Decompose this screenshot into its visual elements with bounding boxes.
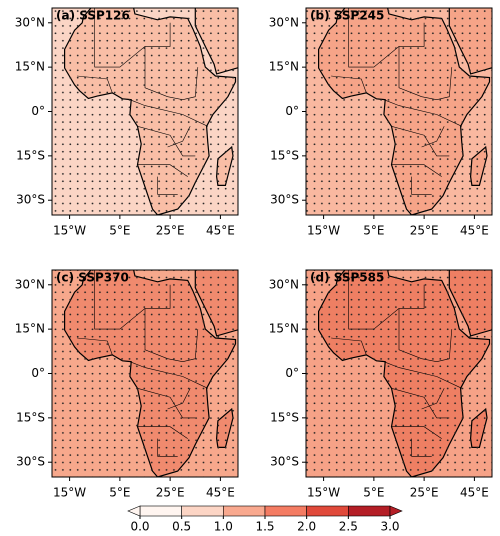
colorbar-segment bbox=[139, 505, 182, 517]
y-tick-label: 30°S bbox=[16, 455, 45, 469]
y-tick-label: 15°N bbox=[15, 322, 45, 336]
panel-title: (a) SSP126 bbox=[56, 9, 130, 23]
map-panel: (c) SSP370 15°W 5°E 25°E 45°E 30°N 15°N 0° 15°S 3… bbox=[15, 269, 239, 500]
colorbar-segment bbox=[223, 505, 266, 517]
y-tick-label: 30°N bbox=[269, 277, 299, 291]
map-panel: (b) SSP245 15°W 5°E 25°E 45°E 30°N 15°N 0° 15°S 3… bbox=[269, 7, 493, 238]
y-tick-label: 15°S bbox=[16, 410, 45, 424]
y-tick-label: 15°N bbox=[15, 60, 45, 74]
y-tick-label: 30°N bbox=[269, 15, 299, 29]
y-tick-label: 30°S bbox=[16, 193, 45, 207]
y-tick-label: 15°N bbox=[269, 322, 299, 336]
colorbar-extend bbox=[127, 505, 141, 517]
x-tick-label: 45°E bbox=[460, 486, 489, 500]
map-panel: (a) SSP126 15°W 5°E 25°E 45°E 30°N 15°N 0° 15°S 3… bbox=[15, 7, 239, 238]
map-area bbox=[306, 270, 492, 477]
colorbar-tick-label: 0.0 bbox=[130, 520, 149, 533]
map-panel: (d) SSP585 15°W 5°E 25°E 45°E 30°N 15°N 0° 15°S 3… bbox=[269, 269, 493, 500]
x-tick-label: 45°E bbox=[206, 224, 235, 238]
y-tick-label: 0° bbox=[285, 366, 299, 380]
panel-title: (c) SSP370 bbox=[56, 271, 129, 285]
x-tick-label: 15°W bbox=[307, 486, 340, 500]
stippling bbox=[306, 270, 492, 477]
colorbar-tick-label: 1.5 bbox=[255, 520, 274, 533]
y-tick-label: 0° bbox=[31, 366, 45, 380]
colorbar-tick-label: 2.0 bbox=[297, 520, 316, 533]
x-tick-label: 25°E bbox=[156, 486, 185, 500]
map-area bbox=[306, 8, 492, 215]
colorbar-tick-label: 2.5 bbox=[339, 520, 358, 533]
colorbar-segment bbox=[264, 505, 307, 517]
x-tick-label: 25°E bbox=[410, 224, 439, 238]
y-tick-label: 0° bbox=[285, 104, 299, 118]
x-tick-label: 5°E bbox=[363, 486, 384, 500]
y-tick-label: 15°S bbox=[270, 410, 299, 424]
x-tick-label: 5°E bbox=[109, 486, 130, 500]
y-tick-label: 15°S bbox=[270, 148, 299, 162]
stippling bbox=[52, 270, 238, 477]
stippling bbox=[52, 8, 238, 215]
x-tick-label: 25°E bbox=[410, 486, 439, 500]
x-tick-label: 5°E bbox=[109, 224, 130, 238]
colorbar: 0.0 0.5 1.0 1.5 2.0 2.5 3.0 bbox=[127, 505, 403, 534]
x-tick-label: 15°W bbox=[53, 486, 86, 500]
x-tick-label: 15°W bbox=[53, 224, 86, 238]
x-tick-label: 15°W bbox=[307, 224, 340, 238]
x-tick-label: 45°E bbox=[206, 486, 235, 500]
x-tick-label: 5°E bbox=[363, 224, 384, 238]
map-area bbox=[52, 8, 238, 215]
panel-title: (d) SSP585 bbox=[310, 271, 384, 285]
y-tick-label: 30°N bbox=[15, 15, 45, 29]
x-tick-label: 25°E bbox=[156, 224, 185, 238]
y-tick-label: 15°N bbox=[269, 60, 299, 74]
colorbar-extend bbox=[389, 505, 403, 517]
colorbar-segment bbox=[348, 505, 391, 517]
colorbar-segment bbox=[181, 505, 224, 517]
x-tick-label: 45°E bbox=[460, 224, 489, 238]
y-tick-label: 30°S bbox=[270, 193, 299, 207]
y-tick-label: 30°N bbox=[15, 277, 45, 291]
colorbar-tick-label: 0.5 bbox=[172, 520, 191, 533]
colorbar-tick-label: 3.0 bbox=[380, 520, 399, 533]
panel-title: (b) SSP245 bbox=[310, 9, 384, 23]
y-tick-label: 15°S bbox=[16, 148, 45, 162]
colorbar-tick-label: 1.0 bbox=[214, 520, 233, 533]
y-tick-label: 0° bbox=[31, 104, 45, 118]
stippling bbox=[306, 8, 492, 215]
y-tick-label: 30°S bbox=[270, 455, 299, 469]
map-area bbox=[52, 270, 238, 477]
colorbar-segment bbox=[306, 505, 349, 517]
